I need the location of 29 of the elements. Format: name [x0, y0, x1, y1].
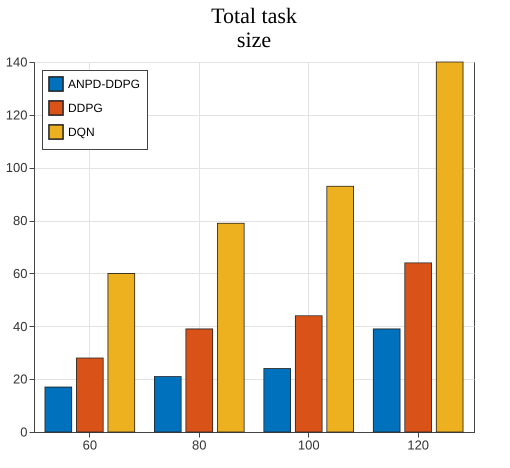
- text: size: [236, 27, 272, 52]
- y-tick-label: 40: [13, 318, 28, 334]
- x-tick-label: 80: [192, 438, 207, 452]
- bar: [154, 376, 182, 432]
- bar: [216, 222, 245, 432]
- y-tick-label: 100: [6, 160, 28, 176]
- bar: [185, 328, 214, 432]
- bar: [263, 368, 292, 432]
- y-tick-label: 120: [6, 107, 28, 122]
- bar: [436, 62, 464, 432]
- bar: [404, 262, 432, 432]
- y-tick-label: 140: [6, 54, 28, 70]
- bar: [372, 328, 400, 432]
- bar: [108, 273, 136, 432]
- legend-label: ANPD-DDPG: [68, 77, 140, 91]
- x-tick-label: 100: [298, 438, 320, 452]
- text: Total task: [211, 3, 297, 28]
- y-tick-label: 80: [13, 213, 28, 228]
- x-tick-label: 60: [82, 438, 98, 452]
- legend-label: DDPG: [68, 101, 103, 115]
- y-tick-label: 60: [13, 266, 28, 281]
- bar: [294, 315, 323, 432]
- y-tick-label: 0: [20, 424, 28, 440]
- bar: [326, 186, 354, 432]
- legend-label: DQN: [68, 125, 95, 139]
- bar: [44, 386, 72, 432]
- y-tick-label: 20: [13, 372, 28, 387]
- bar: [76, 358, 104, 432]
- x-tick-label: 120: [407, 438, 430, 452]
